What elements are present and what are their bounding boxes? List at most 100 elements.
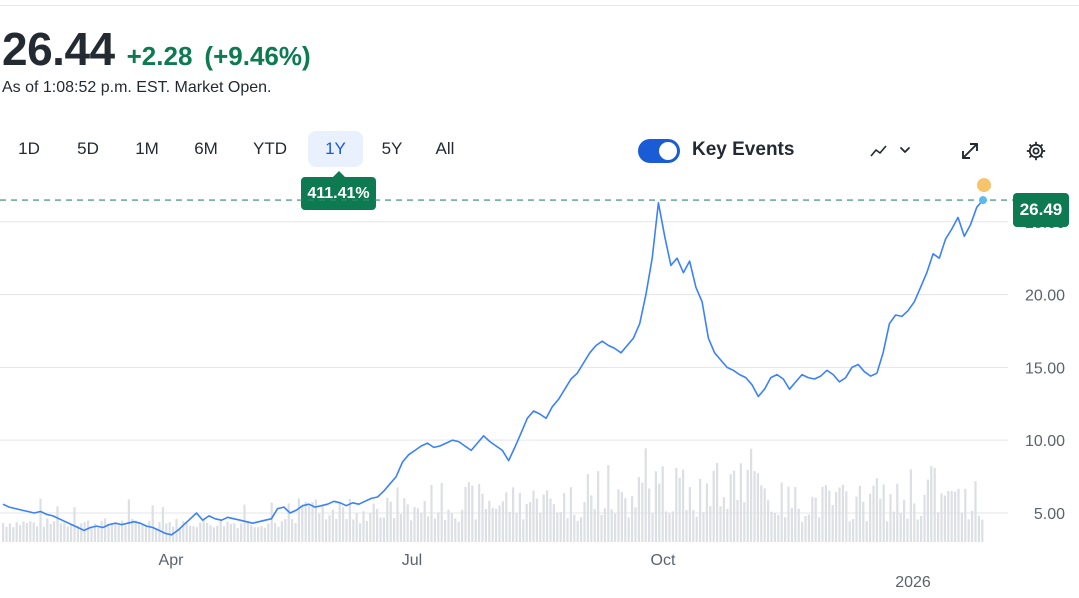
volume-bar — [532, 490, 535, 542]
period-return-badge: 411.41% — [301, 171, 376, 210]
volume-bar — [474, 519, 477, 542]
range-5y[interactable]: 5Y — [381, 139, 403, 158]
volume-bar — [416, 508, 419, 542]
volume-bar — [563, 493, 566, 542]
chart-type-button[interactable] — [868, 141, 912, 161]
volume-bar — [882, 484, 885, 542]
volume-bar — [508, 511, 511, 542]
volume-bar — [498, 505, 501, 542]
volume-bar — [739, 463, 742, 542]
volume-bar — [760, 485, 763, 542]
volume-bar — [447, 509, 450, 542]
volume-bar — [981, 519, 984, 542]
volume-bar — [518, 492, 521, 542]
volume-bar — [66, 526, 69, 542]
volume-bar — [807, 514, 810, 542]
volume-bar — [858, 485, 861, 542]
volume-bar — [600, 514, 603, 542]
volume-bar — [430, 485, 433, 542]
volume-bar — [777, 514, 780, 542]
toggle-knob — [659, 142, 677, 160]
volume-bar — [634, 507, 637, 542]
volume-bar — [39, 498, 42, 542]
volume-bar — [257, 527, 260, 542]
volume-bar — [131, 518, 134, 542]
range-6m[interactable]: 6M — [194, 139, 218, 158]
range-1d[interactable]: 1D — [18, 139, 40, 158]
volume-bar — [668, 513, 671, 542]
volume-bar — [678, 477, 681, 542]
volume-bar — [848, 521, 851, 542]
volume-bar — [233, 523, 236, 542]
volume-bar — [716, 463, 719, 542]
volume-bar — [342, 507, 345, 542]
volume-bar — [797, 508, 800, 542]
volume-bar — [535, 498, 538, 542]
volume-bar — [304, 501, 307, 542]
volume-bar — [967, 519, 970, 542]
volume-bar — [226, 521, 229, 542]
volume-bar — [763, 488, 766, 542]
volume-bar — [97, 527, 100, 542]
range-ytd[interactable]: YTD — [253, 139, 287, 158]
volume-bar — [229, 523, 232, 542]
volume-bar — [773, 513, 776, 542]
top-divider — [0, 5, 1079, 6]
volume-bar — [59, 523, 62, 542]
volume-bar — [287, 503, 290, 542]
volume-bar — [682, 469, 685, 542]
volume-bar — [372, 503, 375, 542]
volume-bar — [651, 513, 654, 542]
volume-bar — [529, 502, 532, 542]
volume-bar — [121, 520, 124, 542]
volume-bar — [593, 508, 596, 542]
volume-bar — [580, 517, 583, 542]
volume-bar — [155, 527, 158, 542]
volume-bar — [665, 511, 668, 542]
volume-bar — [549, 498, 552, 542]
volume-bar — [90, 526, 93, 542]
volume-bar — [19, 525, 22, 542]
volume-bar — [321, 505, 324, 542]
volume-bar — [852, 519, 855, 542]
volume-bar — [107, 523, 110, 542]
volume-bar — [178, 527, 181, 542]
volume-bar — [722, 497, 725, 542]
volume-bar — [495, 508, 498, 542]
volume-bar — [801, 521, 804, 542]
volume-bar — [699, 478, 702, 542]
volume-bar — [828, 490, 831, 542]
volume-bar — [590, 495, 593, 542]
volume-bar — [104, 518, 107, 542]
volume-bar — [835, 491, 838, 542]
volume-bar — [73, 507, 76, 542]
volume-bar — [124, 525, 127, 542]
range-1m[interactable]: 1M — [135, 139, 159, 158]
volume-bar — [964, 488, 967, 542]
volume-bar — [263, 527, 266, 542]
volume-bar — [15, 522, 18, 542]
settings-button[interactable] — [1025, 140, 1047, 162]
volume-bar — [260, 526, 263, 542]
volume-bar — [794, 487, 797, 542]
volume-bar — [977, 515, 980, 542]
volume-bar — [692, 510, 695, 542]
volume-bar — [359, 523, 362, 542]
volume-bar — [70, 524, 73, 542]
volume-bar — [117, 525, 120, 542]
volume-bar — [705, 483, 708, 542]
range-all[interactable]: All — [435, 139, 455, 158]
key-events-toggle[interactable] — [638, 139, 680, 163]
volume-bar — [648, 488, 651, 542]
volume-bar — [909, 469, 912, 542]
volume-bar — [824, 485, 827, 542]
volume-bar — [821, 486, 824, 542]
expand-button[interactable] — [959, 140, 981, 162]
volume-bar — [114, 523, 117, 542]
volume-bar — [328, 515, 331, 542]
range-5d[interactable]: 5D — [77, 139, 99, 158]
range-1y[interactable]: 1Y — [308, 131, 363, 167]
volume-bar — [552, 504, 555, 542]
volume-bar — [845, 491, 848, 542]
volume-bar — [488, 500, 491, 542]
